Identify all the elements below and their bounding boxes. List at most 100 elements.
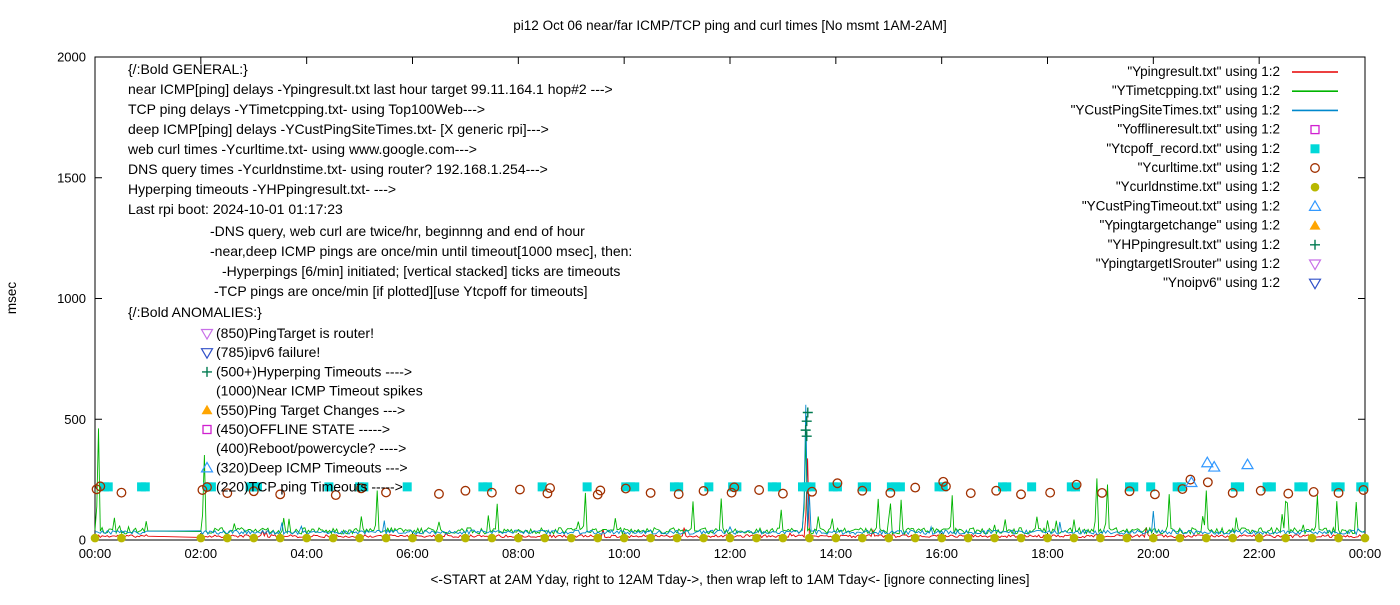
circle-open-marker (1333, 487, 1344, 498)
timing-note: -DNS query, web curl are twice/hr, begin… (210, 223, 585, 239)
general-note: Hyperping timeouts -YHPpingresult.txt- -… (128, 181, 396, 197)
general-note: near ICMP[ping] delays -Ypingresult.txt … (128, 81, 613, 97)
x-tick-label: 04:00 (290, 546, 323, 561)
circle-open-marker (645, 487, 656, 498)
x-tick-label: 16:00 (925, 546, 958, 561)
square-filled-marker (324, 482, 334, 492)
circle-open-marker (222, 488, 233, 499)
square-filled-marker (1002, 482, 1012, 492)
circle-open-marker (381, 487, 391, 498)
square-filled-marker (1129, 482, 1139, 492)
series-scatter-Ycurldnstime.txt (90, 533, 1370, 543)
circle-open-marker (460, 485, 471, 496)
legend-row: "YpingtargetISrouter" using 1:2 (1096, 256, 1322, 271)
circle-filled-marker (1122, 533, 1132, 543)
square-filled-marker (1027, 482, 1037, 492)
square-open-marker (1310, 124, 1320, 135)
circle-filled-marker (566, 533, 576, 543)
circle-filled-marker (1201, 533, 1211, 543)
circle-filled-marker (487, 533, 497, 543)
timing-note: -Hyperpings [6/min] initiated; [vertical… (222, 263, 620, 279)
x-tick-label: 08:00 (502, 546, 535, 561)
legend-row: "Ypingresult.txt" using 1:2 (1127, 64, 1338, 79)
circle-filled-marker (514, 533, 523, 543)
circle-filled-marker (1069, 533, 1079, 543)
circle-open-marker (545, 483, 556, 494)
circle-open-marker (1045, 487, 1056, 498)
square-filled-marker (1359, 482, 1369, 492)
legend-label: "Ypingresult.txt" using 1:2 (1127, 64, 1280, 79)
circle-filled-marker (1281, 533, 1290, 543)
circle-filled-marker (302, 533, 311, 543)
circle-open-marker (885, 487, 896, 498)
circle-filled-marker (1228, 533, 1238, 543)
y-tick-label: 1000 (57, 291, 86, 306)
circle-open-marker (1255, 485, 1266, 496)
legend-label: "Ycurldnstime.txt" using 1:2 (1116, 179, 1280, 194)
triangle-down-open-marker (1308, 278, 1322, 290)
x-tick-label: 14:00 (820, 546, 853, 561)
anomaly-note: (550)Ping Target Changes ---> (216, 402, 405, 418)
anomaly-note: (850)PingTarget is router! (216, 325, 374, 341)
circle-open-marker (1149, 489, 1160, 500)
x-tick-label: 00:00 (79, 546, 112, 561)
circle-filled-marker (619, 533, 629, 543)
square-filled-marker (895, 482, 905, 492)
square-filled-marker (862, 482, 872, 492)
timing-note: -TCP pings are once/min [if plotted][use… (214, 283, 588, 299)
circle-open-marker (673, 489, 684, 500)
x-tick-label: 22:00 (1243, 546, 1276, 561)
square-filled-marker (402, 482, 412, 492)
y-tick-label: 0 (79, 533, 86, 548)
circle-open-marker (698, 486, 709, 496)
data-series (90, 404, 1370, 543)
circle-open-marker (275, 489, 286, 500)
circle-filled-marker (937, 533, 946, 543)
triangle-filled-marker (201, 404, 213, 415)
legend-row: "Ypingtargetchange" using 1:2 (1100, 218, 1321, 233)
circle-open-marker (514, 484, 525, 495)
square-filled-marker (359, 482, 369, 492)
legend-row: "Ynoipv6" using 1:2 (1163, 275, 1322, 290)
circle-open-marker (1358, 485, 1369, 495)
circle-filled-marker (725, 533, 735, 543)
plus-marker (801, 416, 812, 427)
plus-marker (800, 425, 811, 436)
triangle-open-marker (200, 461, 214, 473)
circle-open-marker (857, 485, 868, 496)
circle-open-marker (1124, 486, 1135, 497)
general-note: DNS query times -Ycurldnstime.txt- using… (128, 161, 548, 177)
general-note: web curl times -Ycurltime.txt- using www… (127, 141, 477, 157)
circle-open-marker (486, 487, 497, 498)
circle-filled-marker (275, 533, 285, 543)
legend-row: "YCustPingSiteTimes.txt" using 1:2 (1071, 102, 1338, 117)
series-line-YTimetcpping.txt (94, 428, 1366, 536)
circle-filled-marker (857, 533, 867, 543)
circle-filled-marker (1334, 533, 1343, 543)
anomaly-note: (220)TCP ping Timeouts -----> (216, 479, 403, 495)
circle-open-marker (910, 482, 921, 493)
square-filled-marker (621, 482, 631, 492)
x-tick-label: 00:00 (1349, 546, 1382, 561)
x-tick-label: 06:00 (396, 546, 429, 561)
square-filled-marker (938, 482, 948, 492)
plus-marker (202, 366, 212, 377)
legend-row: "Ycurltime.txt" using 1:2 (1138, 160, 1320, 175)
circle-filled-marker (1310, 182, 1320, 192)
legend-row: "YCustPingTimeout.txt" using 1:2 (1082, 198, 1322, 213)
circle-open-marker (116, 487, 127, 498)
square-filled-marker (1310, 144, 1320, 154)
square-filled-marker (1298, 482, 1308, 492)
annotations: {/:Bold GENERAL:} near ICMP[ping] delays … (127, 61, 632, 495)
circle-open-marker (832, 478, 843, 489)
triangle-open-marker (1308, 199, 1322, 211)
legend-row: "YHPpingresult.txt" using 1:2 (1108, 237, 1320, 252)
circle-filled-marker (884, 533, 894, 543)
y-tick-label: 500 (64, 412, 86, 427)
circle-filled-marker (222, 533, 232, 543)
circle-open-marker (729, 482, 740, 493)
plus-marker (1310, 239, 1320, 250)
circle-filled-marker (910, 533, 920, 543)
legend-label: "Ypingtargetchange" using 1:2 (1100, 218, 1280, 233)
